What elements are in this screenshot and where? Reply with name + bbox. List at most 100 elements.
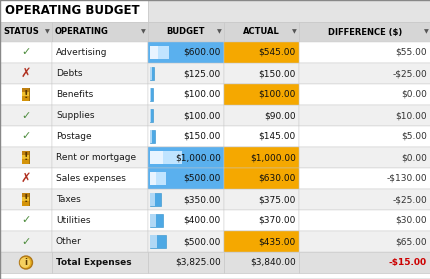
Text: Total Expenses: Total Expenses (56, 258, 131, 267)
Bar (22, 88, 29, 90)
Bar (22, 95, 29, 97)
Bar (224, 126, 298, 147)
Text: $65.00: $65.00 (394, 237, 426, 246)
Text: BUDGET: BUDGET (166, 28, 205, 37)
Text: $100.00: $100.00 (183, 111, 221, 120)
Bar (22, 151, 29, 153)
Bar (22, 200, 29, 201)
Text: Sales expenses: Sales expenses (56, 174, 126, 183)
Bar (147, 42, 224, 63)
Text: $630.00: $630.00 (258, 174, 295, 183)
Bar (22, 201, 29, 203)
Bar (0, 84, 52, 105)
Text: Rent or mortgage: Rent or mortgage (56, 153, 136, 162)
Bar (150, 109, 153, 122)
Bar (298, 22, 430, 42)
Bar (52, 231, 147, 252)
Bar (298, 63, 430, 84)
Text: ✓: ✓ (21, 237, 31, 247)
Bar (22, 193, 29, 194)
Bar (298, 252, 430, 273)
Bar (298, 189, 430, 210)
Bar (150, 109, 151, 122)
Text: $30.00: $30.00 (394, 216, 426, 225)
Bar (298, 84, 430, 105)
Bar (22, 162, 29, 163)
Text: ACTUAL: ACTUAL (243, 28, 279, 37)
Text: STATUS: STATUS (3, 28, 39, 37)
Bar (147, 189, 224, 210)
Text: ▼: ▼ (216, 30, 221, 35)
Bar (22, 196, 29, 198)
Bar (22, 159, 29, 160)
Bar (298, 105, 430, 126)
Text: Other: Other (56, 237, 82, 246)
Bar (224, 168, 298, 189)
Text: ✓: ✓ (21, 215, 31, 225)
Text: Taxes: Taxes (56, 195, 80, 204)
Text: $350.00: $350.00 (183, 195, 221, 204)
Bar (147, 63, 224, 84)
Bar (224, 210, 298, 231)
Text: $500.00: $500.00 (183, 174, 221, 183)
Bar (150, 214, 155, 227)
Bar (224, 231, 298, 252)
Bar (0, 22, 52, 42)
Bar (147, 147, 224, 168)
Text: $100.00: $100.00 (183, 90, 221, 99)
Text: $375.00: $375.00 (258, 195, 295, 204)
Bar (52, 147, 147, 168)
Text: $370.00: $370.00 (258, 216, 295, 225)
Text: Debts: Debts (56, 69, 82, 78)
Bar (224, 84, 298, 105)
Bar (0, 231, 52, 252)
Text: Postage: Postage (56, 132, 92, 141)
Bar (22, 93, 29, 95)
Bar (150, 172, 166, 185)
Text: !: ! (24, 153, 28, 162)
Bar (150, 46, 169, 59)
Bar (224, 42, 298, 63)
Bar (52, 126, 147, 147)
Text: $400.00: $400.00 (183, 216, 221, 225)
Bar (147, 42, 224, 63)
Text: $55.00: $55.00 (394, 48, 426, 57)
Bar (147, 231, 224, 252)
Bar (150, 67, 151, 80)
Bar (147, 126, 224, 147)
Bar (224, 147, 298, 168)
Text: -$130.00: -$130.00 (385, 174, 426, 183)
Bar (298, 42, 430, 63)
Text: $435.00: $435.00 (258, 237, 295, 246)
Bar (22, 194, 29, 196)
Text: i: i (25, 258, 28, 267)
Bar (22, 88, 30, 101)
Bar (147, 105, 224, 126)
Bar (298, 126, 430, 147)
Bar (22, 89, 29, 90)
Bar (22, 99, 29, 100)
Bar (147, 168, 224, 189)
Text: $500.00: $500.00 (183, 237, 221, 246)
Bar (147, 147, 224, 168)
Bar (150, 235, 157, 248)
Bar (0, 189, 52, 210)
Text: ▼: ▼ (141, 30, 145, 35)
Text: $125.00: $125.00 (183, 69, 221, 78)
Text: ✓: ✓ (21, 110, 31, 121)
Text: ▼: ▼ (45, 30, 49, 35)
Bar (224, 84, 298, 105)
Bar (22, 97, 29, 98)
Bar (22, 202, 29, 203)
Bar (22, 92, 29, 93)
Text: ▼: ▼ (423, 30, 427, 35)
Text: ▼: ▼ (291, 30, 296, 35)
Text: Advertising: Advertising (56, 48, 107, 57)
Bar (22, 92, 29, 93)
Bar (150, 235, 166, 248)
Text: ✗: ✗ (21, 172, 31, 184)
Bar (150, 193, 161, 206)
Bar (150, 214, 163, 227)
Text: $90.00: $90.00 (264, 111, 295, 120)
Text: $0.00: $0.00 (400, 153, 426, 162)
